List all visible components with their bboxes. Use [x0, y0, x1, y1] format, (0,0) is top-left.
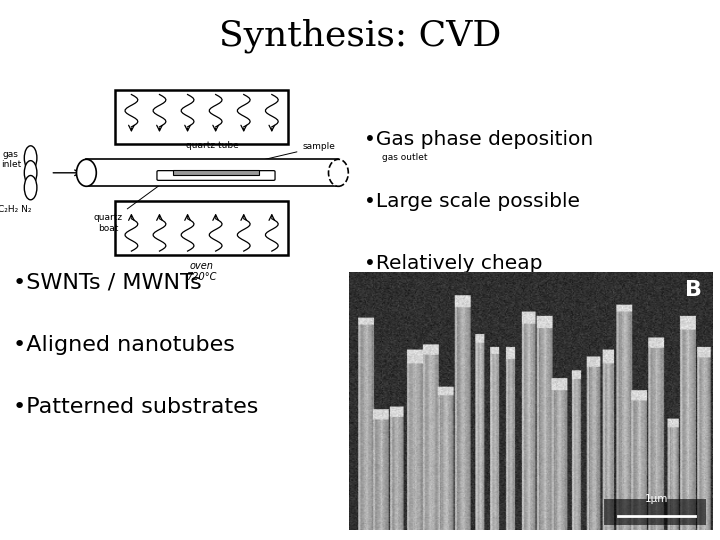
Ellipse shape — [24, 176, 37, 200]
Text: 1μm: 1μm — [644, 495, 668, 504]
Text: Synthesis: CVD: Synthesis: CVD — [219, 19, 501, 53]
Text: •Patterned substrates: •Patterned substrates — [13, 397, 258, 417]
Text: gas
inlet: gas inlet — [1, 150, 21, 169]
Text: quartz
boat: quartz boat — [94, 180, 167, 233]
Text: •Large scale possible: •Large scale possible — [364, 192, 580, 211]
Text: quartz tube: quartz tube — [186, 141, 239, 150]
Text: C₂H₂ N₂: C₂H₂ N₂ — [0, 205, 31, 214]
Text: •Gas phase deposition: •Gas phase deposition — [364, 130, 593, 148]
Ellipse shape — [24, 146, 37, 170]
FancyBboxPatch shape — [157, 171, 275, 180]
Text: sample: sample — [215, 142, 336, 171]
Text: gas outlet: gas outlet — [382, 153, 427, 163]
Ellipse shape — [76, 159, 96, 186]
Bar — [115, 91, 288, 145]
Text: B: B — [685, 280, 702, 300]
FancyBboxPatch shape — [603, 500, 706, 525]
Text: •Relatively cheap: •Relatively cheap — [364, 254, 542, 273]
Text: •Aligned nanotubes: •Aligned nanotubes — [13, 335, 235, 355]
Text: oven
720°C: oven 720°C — [186, 261, 217, 282]
Text: •SWNTs / MWNTs: •SWNTs / MWNTs — [13, 273, 202, 293]
Bar — [173, 171, 259, 175]
Ellipse shape — [328, 159, 348, 186]
Bar — [86, 159, 338, 186]
Bar — [115, 201, 288, 255]
Ellipse shape — [24, 161, 37, 185]
